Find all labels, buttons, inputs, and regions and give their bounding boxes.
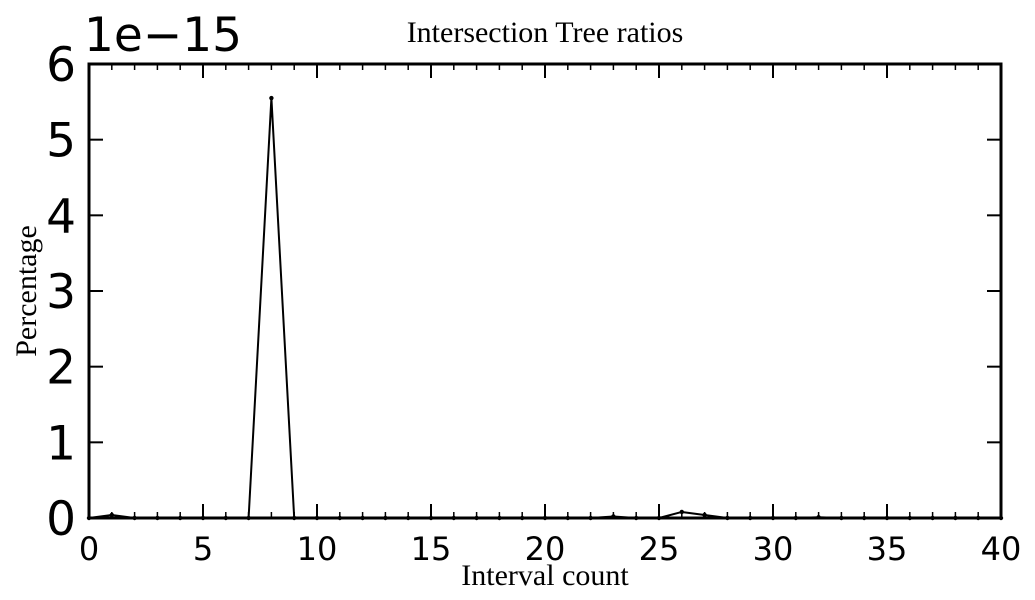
x-tick-label: 30 (753, 530, 794, 568)
x-tick-labels: 0 5 10 15 20 25 30 35 40 (79, 530, 1022, 568)
data-point (269, 95, 274, 101)
data-point (702, 512, 707, 518)
plot-area (86, 62, 1004, 521)
x-tick-label: 35 (867, 530, 908, 568)
x-tick-label: 40 (981, 530, 1022, 568)
y-tick-label: 6 (46, 38, 76, 93)
minor-ticks (111, 64, 979, 518)
line-layer (88, 97, 1001, 519)
major-ticks (88, 63, 1002, 519)
data-point (109, 512, 115, 518)
y-offset-label: 1e−15 (84, 8, 242, 63)
series-line (88, 97, 1001, 519)
points-layer (86, 95, 1004, 521)
y-tick-label: 3 (46, 265, 76, 320)
y-tick-label: 2 (46, 341, 76, 396)
y-tick-label: 1 (46, 416, 76, 471)
x-tick-label: 25 (639, 530, 680, 568)
y-tick-label: 5 (46, 114, 76, 169)
x-tick-label: 10 (297, 530, 338, 568)
chart-title: Intersection Tree ratios (407, 16, 684, 49)
y-axis-label: Percentage (10, 225, 43, 357)
x-axis-label: Interval count (461, 559, 629, 592)
data-point (679, 509, 684, 515)
x-tick-label: 15 (411, 530, 452, 568)
x-tick-label: 5 (193, 530, 213, 568)
y-tick-label: 0 (46, 492, 76, 547)
plot-frame (87, 62, 1003, 520)
y-tick-label: 4 (46, 189, 76, 244)
y-tick-labels: 0 1 2 3 4 5 6 (46, 38, 76, 547)
x-tick-label: 0 (79, 530, 99, 568)
x-tick-label: 20 (525, 530, 566, 568)
